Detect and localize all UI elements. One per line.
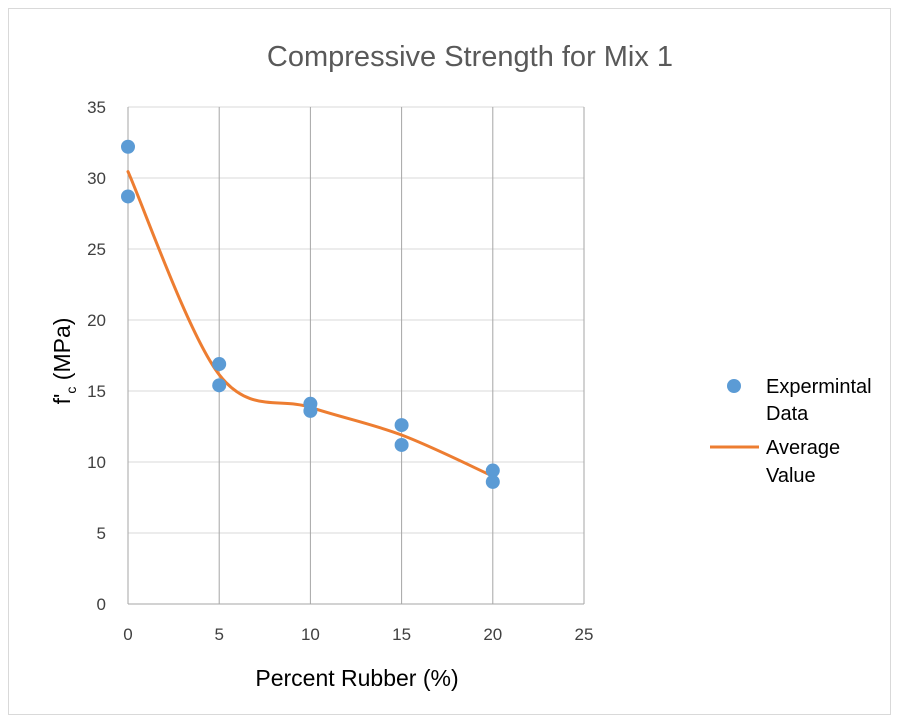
legend: Expermintal Data Average Value	[710, 376, 872, 487]
data-point	[394, 437, 409, 452]
legend-marker-experimental	[727, 379, 741, 393]
x-tick-label: 15	[392, 625, 411, 644]
y-axis-title-unit: (MPa)	[49, 318, 75, 387]
data-point	[212, 378, 227, 393]
y-tick-label: 15	[87, 382, 106, 401]
legend-label-average-line2: Value	[766, 465, 816, 487]
y-tick-label: 5	[97, 524, 106, 543]
data-point	[121, 189, 135, 204]
x-tick-label: 25	[575, 625, 594, 644]
legend-label-average-line1: Average	[766, 437, 840, 459]
x-axis-title: Percent Rubber (%)	[255, 665, 458, 691]
data-point	[212, 357, 227, 372]
legend-label-experimental-line1: Expermintal	[766, 376, 872, 398]
y-axis-title: f'c (MPa)	[49, 318, 79, 405]
legend-label-experimental-line2: Data	[766, 403, 809, 425]
data-point	[121, 139, 135, 154]
x-tick-label: 5	[214, 625, 223, 644]
y-tick-label: 35	[87, 98, 106, 117]
y-axis-title-main: f'	[49, 394, 75, 405]
data-point	[485, 463, 500, 478]
average-value-line	[126, 170, 495, 478]
axis-layer: 0 5 10 15 20 25 30 35 0 5 10 15 20 25	[87, 98, 593, 644]
y-tick-label: 30	[87, 169, 106, 188]
data-point	[394, 418, 409, 433]
data-point	[485, 474, 500, 489]
x-tick-label: 10	[301, 625, 320, 644]
x-tick-label: 0	[123, 625, 132, 644]
grid-layer	[128, 106, 585, 604]
chart-frame	[8, 8, 891, 715]
data-point	[303, 403, 318, 418]
y-tick-label: 0	[97, 595, 106, 614]
y-tick-label: 25	[87, 240, 106, 259]
y-tick-label: 10	[87, 453, 106, 472]
y-tick-label: 20	[87, 311, 106, 330]
chart-title: Compressive Strength for Mix 1	[267, 41, 673, 73]
y-axis-title-subscript: c	[63, 387, 79, 394]
series-layer	[121, 139, 500, 489]
x-tick-label: 20	[483, 625, 502, 644]
